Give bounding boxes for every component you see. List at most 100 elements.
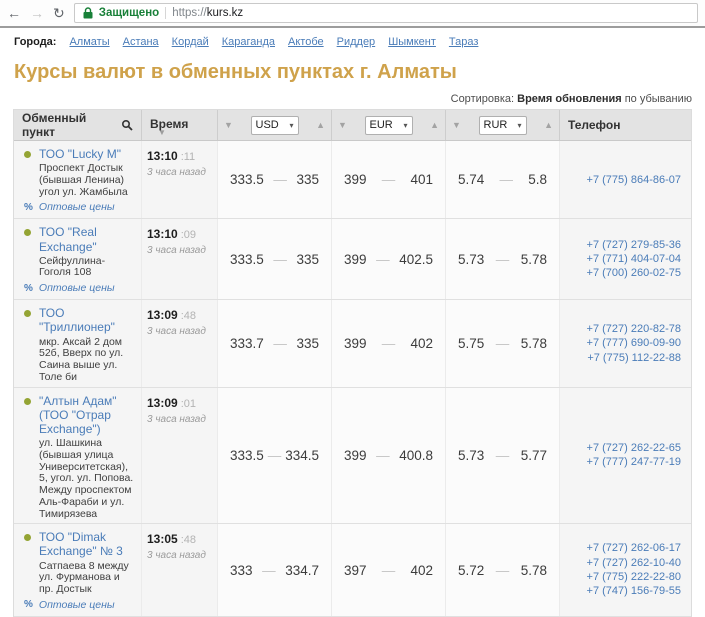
wholesale-link[interactable]: % Оптовые цены	[24, 201, 136, 213]
phone-cell: +7 (727) 279-85-36 +7 (771) 404-07-04 +7 (…	[560, 219, 691, 299]
phone-link[interactable]: +7 (775) 864-86-07	[586, 173, 681, 186]
cities-nav: Города: Алматы Астана Кордай Караганда Актоб…	[0, 28, 705, 52]
rur-sort-sell-icon[interactable]: ▲	[544, 120, 553, 130]
table-row: ТОО "Триллионер" мкр. Аксай 2 дом 52б, В…	[14, 300, 691, 388]
phone-link[interactable]: +7 (771) 404-07-04	[586, 253, 681, 266]
rur-rate-cell: 5.72 — 5.78	[446, 524, 560, 616]
phone-link[interactable]: +7 (727) 262-06-17	[586, 542, 681, 555]
search-icon[interactable]	[121, 119, 133, 131]
sorting-direction[interactable]: по убыванию	[624, 93, 692, 105]
rur-rate-cell: 5.73 — 5.77	[446, 387, 560, 524]
back-icon[interactable]: ←	[7, 5, 21, 21]
header-exchange[interactable]: Обменный пункт	[14, 110, 142, 140]
url-scheme: https://	[172, 7, 207, 19]
phone-cell: +7 (727) 262-06-17 +7 (727) 262-10-40 +7 (…	[560, 524, 691, 616]
exchange-cell: "Алтын Адам" (ТОО "Отрар Exchange") ул. …	[14, 387, 142, 524]
header-time-label: Время	[150, 116, 189, 131]
exchange-name-link[interactable]: ТОО "Real Exchange"	[39, 225, 97, 254]
exchange-cell: ТОО "Real Exchange" Сейфуллина-Гоголя 10…	[14, 219, 142, 300]
exchange-cell: ТОО "Lucky M" Проспект Достык (бывшая Ле…	[14, 141, 142, 219]
city-link[interactable]: Риддер	[336, 36, 376, 48]
exchange-address: мкр. Аксай 2 дом 52б, Вверх по ул. Саина…	[39, 335, 124, 383]
usd-rate-cell: 333.5 — 334.5	[218, 387, 332, 524]
header-exchange-label: Обменный пункт	[22, 111, 87, 139]
status-dot-icon	[24, 310, 31, 318]
table-header: Обменный пункт Время ▼ ▼ USD ▾ ▲ ▼ EUR ▾…	[14, 110, 691, 141]
rur-select[interactable]: RUR ▾	[478, 115, 527, 135]
phone-link[interactable]: +7 (727) 220-82-78	[586, 322, 681, 335]
reload-icon[interactable]: ↻	[53, 5, 65, 21]
eur-buy-value: 399	[344, 447, 367, 463]
update-seconds: :09	[180, 229, 196, 242]
header-usd: ▼ USD ▾ ▲	[218, 110, 332, 140]
url-host: kurs.kz	[206, 7, 244, 19]
phone-link[interactable]: +7 (727) 279-85-36	[586, 238, 681, 251]
select-caret-icon: ▾	[403, 120, 408, 130]
rur-sell-value: 5.8	[528, 172, 547, 188]
usd-select[interactable]: USD ▾	[250, 115, 299, 135]
rur-sort-buy-icon[interactable]: ▼	[452, 120, 461, 130]
phone-link[interactable]: +7 (727) 262-22-65	[586, 442, 681, 455]
update-time: 13:10	[147, 227, 178, 242]
phone-link[interactable]: +7 (777) 247-77-19	[586, 456, 681, 469]
phone-link[interactable]: +7 (700) 260-02-75	[586, 267, 681, 280]
usd-sell-value: 335	[296, 251, 319, 267]
dash-icon: —	[495, 447, 510, 463]
usd-buy-value: 333.5	[230, 447, 264, 463]
time-ago: 3 часа назад	[147, 550, 206, 562]
eur-sell-value: 401	[410, 172, 433, 188]
exchange-name-link[interactable]: ТОО "Триллионер"	[39, 306, 115, 335]
time-cell: 13:09:48 3 часа назад	[142, 300, 218, 387]
forward-icon[interactable]: →	[30, 5, 44, 21]
time-ago: 3 часа назад	[147, 167, 206, 178]
usd-sort-sell-icon[interactable]: ▲	[316, 120, 325, 130]
dash-icon: —	[495, 335, 510, 351]
city-link[interactable]: Кордай	[171, 36, 209, 48]
eur-rate-cell: 399 — 402	[332, 300, 446, 387]
phone-link[interactable]: +7 (775) 112-22-88	[587, 351, 681, 364]
usd-sell-value: 334.7	[285, 562, 319, 578]
phone-link[interactable]: +7 (747) 156-79-55	[586, 585, 681, 598]
usd-sort-buy-icon[interactable]: ▼	[224, 120, 233, 130]
usd-rate-cell: 333.5 — 335	[218, 219, 332, 300]
time-sort-desc-icon[interactable]: ▼	[158, 127, 166, 137]
city-link[interactable]: Актобе	[288, 36, 324, 48]
city-link[interactable]: Караганда	[221, 36, 276, 48]
rur-buy-value: 5.72	[458, 562, 485, 578]
exchange-name-link[interactable]: ТОО "Dimak Exchange" № 3	[39, 530, 123, 559]
wholesale-link[interactable]: % Оптовые цены	[24, 599, 136, 611]
time-ago: 3 часа назад	[147, 245, 206, 257]
update-time: 13:09	[147, 308, 178, 323]
city-link[interactable]: Алматы	[69, 36, 110, 48]
rur-buy-value: 5.74	[458, 172, 485, 188]
phone-link[interactable]: +7 (727) 262-10-40	[586, 556, 681, 569]
address-bar[interactable]: Защищено https://kurs.kz	[73, 3, 698, 23]
wholesale-label: Оптовые цены	[38, 282, 115, 295]
time-cell: 13:10:09 3 часа назад	[142, 219, 218, 300]
usd-rate-cell: 333 — 334.7	[218, 524, 332, 616]
phone-link[interactable]: +7 (775) 222-22-80	[586, 571, 681, 584]
dash-icon: —	[273, 251, 287, 267]
exchange-name-link[interactable]: ТОО "Lucky M"	[39, 147, 121, 161]
exchange-name-link[interactable]: "Алтын Адам" (ТОО "Отрар Exchange")	[39, 393, 117, 436]
city-link[interactable]: Шымкент	[388, 36, 436, 48]
time-ago: 3 часа назад	[147, 413, 206, 425]
eur-rate-cell: 399 — 400.8	[332, 387, 446, 524]
city-link[interactable]: Астана	[122, 36, 159, 48]
rates-table: Обменный пункт Время ▼ ▼ USD ▾ ▲ ▼ EUR ▾…	[13, 109, 692, 617]
eur-sort-buy-icon[interactable]: ▼	[338, 120, 347, 130]
lock-icon	[83, 7, 93, 19]
city-link[interactable]: Тараз	[448, 36, 479, 48]
sorting-bar: Сортировка: Время обновления по убыванию	[13, 93, 692, 105]
update-seconds: :48	[180, 534, 196, 547]
rur-buy-value: 5.73	[458, 251, 485, 267]
eur-select[interactable]: EUR ▾	[364, 115, 413, 135]
time-cell: 13:05:48 3 часа назад	[142, 524, 218, 616]
phone-link[interactable]: +7 (777) 690-09-90	[586, 337, 681, 350]
eur-sort-sell-icon[interactable]: ▲	[430, 120, 439, 130]
wholesale-link[interactable]: % Оптовые цены	[24, 282, 136, 294]
header-time[interactable]: Время ▼	[142, 110, 218, 140]
usd-sell-value: 334.5	[285, 447, 319, 463]
usd-sell-value: 335	[296, 335, 319, 351]
sorting-field[interactable]: Время обновления	[517, 93, 622, 105]
